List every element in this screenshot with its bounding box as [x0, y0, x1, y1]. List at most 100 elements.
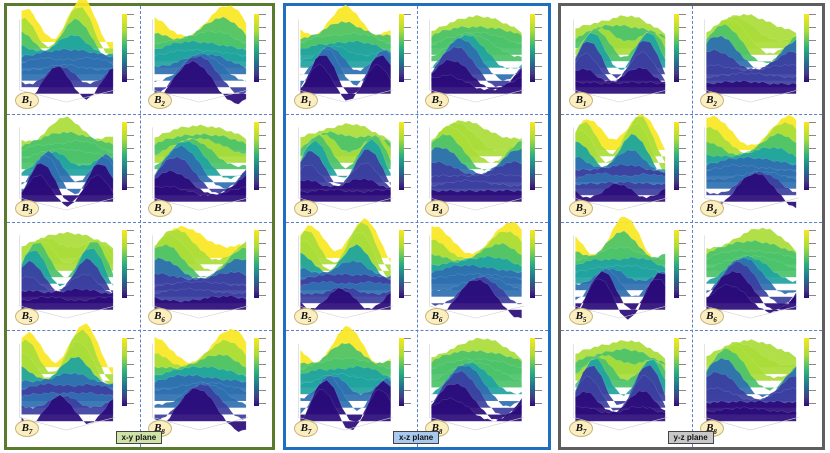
subplot-label-b7: B7: [294, 420, 318, 437]
badge-letter: B: [300, 94, 308, 106]
surface-plot: [19, 0, 116, 103]
surface-band: [705, 80, 796, 94]
axis-box: [151, 343, 248, 431]
surface-band: [575, 405, 666, 422]
surface-band: [300, 188, 391, 202]
colorbar-ticks: [259, 14, 269, 82]
panel-xz: B1 B2 B3 B4 B5 B6 B7 B8 x-z plane: [283, 3, 551, 450]
axis-box: [703, 19, 798, 103]
badge-subscript: 1: [582, 100, 587, 109]
surface-plot: [429, 14, 524, 103]
subplot-label-b3: B3: [15, 200, 39, 217]
colorbar-ticks: [535, 122, 545, 190]
badge-letter: B: [431, 202, 439, 214]
colorbar-ticks: [809, 230, 819, 298]
plane-label-xy: x-y plane: [115, 431, 163, 444]
row-divider: [286, 222, 548, 223]
surface-band: [705, 406, 796, 422]
surface-plot: [572, 216, 668, 320]
axis-box: [19, 235, 116, 319]
colorbar-ticks: [535, 14, 545, 82]
badge-subscript: 8: [713, 428, 717, 437]
colorbar: [121, 122, 127, 190]
surface-band: [21, 394, 114, 425]
subplot-yz-b6: B6: [692, 222, 823, 330]
colorbar: [673, 14, 679, 82]
badge-letter: B: [575, 310, 583, 322]
axis-box: [572, 235, 668, 319]
badge-subscript: 1: [28, 100, 33, 109]
colorbar: [399, 14, 404, 82]
surface-plot: [572, 15, 668, 103]
surface-plot: [151, 225, 248, 319]
colorbar: [254, 122, 259, 190]
subplot-label-b1: B1: [15, 92, 39, 109]
badge-letter: B: [154, 310, 162, 322]
badge-letter: B: [21, 202, 29, 214]
colorbar: [530, 230, 535, 298]
subplot-label-b4: B4: [425, 200, 449, 217]
badge-letter: B: [431, 422, 439, 434]
subplot-label-b5: B5: [15, 308, 39, 325]
plane-label-yz: y-z plane: [667, 431, 714, 444]
badge-subscript: 3: [28, 208, 33, 217]
surface-band: [153, 387, 246, 433]
colorbar-ticks: [259, 230, 269, 298]
surface-plot: [151, 328, 248, 433]
badge-letter: B: [300, 310, 308, 322]
colorbar-ticks: [809, 122, 819, 190]
colorbar-ticks: [678, 14, 689, 82]
surface-band: [153, 295, 246, 310]
subplot-label-b2: B2: [425, 92, 449, 109]
colorbar: [399, 122, 404, 190]
axis-box: [572, 127, 668, 211]
surface-band: [575, 80, 666, 94]
subplot-xy-b4: B4: [140, 114, 273, 222]
badge-subscript: 1: [307, 100, 312, 109]
column-divider: [691, 6, 693, 447]
surface-plot: [429, 119, 524, 211]
subplot-xz-b2: B2: [417, 6, 548, 114]
subplot-yz-b8: B8: [692, 330, 823, 442]
badge-letter: B: [575, 202, 583, 214]
badge-subscript: 4: [438, 208, 443, 217]
colorbar-ticks: [404, 230, 414, 298]
subplot-xy-b2: B2: [140, 5, 273, 114]
badge-letter: B: [300, 422, 308, 434]
badge-subscript: 8: [438, 428, 443, 437]
colorbar-ticks: [259, 338, 269, 406]
colorbar: [530, 122, 535, 190]
colorbar: [530, 14, 535, 82]
subplot-label-b2: B2: [147, 92, 172, 109]
surface-plot: [298, 217, 393, 319]
axis-box: [151, 127, 248, 211]
axis-box: [19, 19, 116, 103]
subplot-yz-b7: B7: [561, 330, 692, 442]
surface-plot: [298, 325, 393, 431]
axis-box: [429, 127, 524, 211]
surface-plot: [703, 114, 798, 211]
surface-band: [21, 174, 114, 208]
row-divider: [7, 330, 272, 331]
subplot-label-b7: B7: [569, 420, 593, 437]
subplot-label-b6: B6: [425, 308, 449, 325]
colorbar-ticks: [126, 122, 137, 190]
axis-box: [19, 127, 116, 211]
subplot-label-b4: B4: [147, 200, 172, 217]
subplot-label-b2: B2: [699, 92, 724, 109]
axis-box: [703, 343, 798, 431]
colorbar-ticks: [126, 338, 137, 406]
subplot-yz-b2: B2: [692, 6, 823, 114]
badge-subscript: 5: [582, 316, 587, 325]
surface-plot: [429, 221, 524, 319]
plane-label-xz: x-z plane: [393, 431, 440, 444]
colorbar-ticks: [678, 122, 689, 190]
colorbar-ticks: [678, 230, 689, 298]
column-divider: [139, 6, 141, 447]
colorbar: [254, 14, 259, 82]
axis-box: [429, 235, 524, 319]
surface-band: [575, 278, 666, 320]
surface-band: [705, 284, 796, 314]
subplot-xz-b4: B4: [417, 114, 548, 222]
subplot-xz-b8: B8: [417, 330, 548, 442]
